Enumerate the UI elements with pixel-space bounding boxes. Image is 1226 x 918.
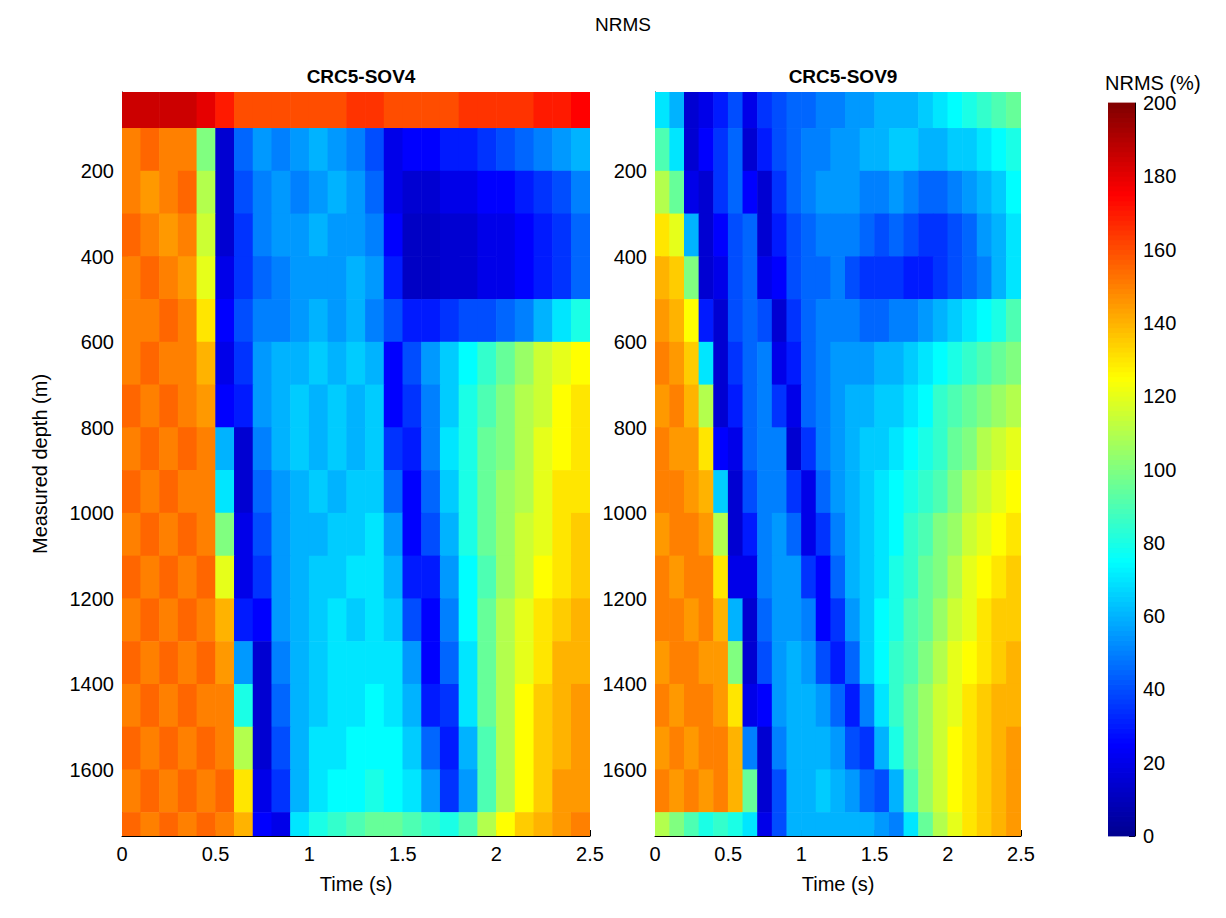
svg-text:1.5: 1.5 bbox=[861, 843, 889, 865]
svg-text:CRC5-SOV4: CRC5-SOV4 bbox=[307, 66, 416, 87]
svg-text:1600: 1600 bbox=[70, 759, 115, 781]
svg-text:1200: 1200 bbox=[603, 588, 648, 610]
svg-text:600: 600 bbox=[614, 331, 647, 353]
svg-text:1600: 1600 bbox=[603, 759, 648, 781]
svg-text:20: 20 bbox=[1143, 752, 1165, 774]
svg-text:2.5: 2.5 bbox=[576, 843, 604, 865]
svg-text:2: 2 bbox=[942, 843, 953, 865]
svg-text:180: 180 bbox=[1143, 165, 1176, 187]
svg-text:0: 0 bbox=[116, 843, 127, 865]
svg-text:800: 800 bbox=[614, 417, 647, 439]
svg-text:1200: 1200 bbox=[70, 588, 115, 610]
svg-text:CRC5-SOV9: CRC5-SOV9 bbox=[789, 66, 898, 87]
svg-text:0: 0 bbox=[1143, 825, 1154, 847]
svg-text:1: 1 bbox=[304, 843, 315, 865]
svg-text:0: 0 bbox=[649, 843, 660, 865]
svg-text:1000: 1000 bbox=[70, 502, 115, 524]
svg-text:160: 160 bbox=[1143, 239, 1176, 261]
svg-text:400: 400 bbox=[81, 246, 114, 268]
svg-text:Time (s): Time (s) bbox=[802, 873, 875, 895]
svg-text:NRMS (%): NRMS (%) bbox=[1105, 72, 1201, 94]
svg-text:Measured depth (m): Measured depth (m) bbox=[29, 374, 51, 554]
svg-text:80: 80 bbox=[1143, 532, 1165, 554]
svg-text:1.5: 1.5 bbox=[389, 843, 417, 865]
svg-text:NRMS: NRMS bbox=[595, 14, 651, 35]
svg-text:0.5: 0.5 bbox=[202, 843, 230, 865]
svg-text:0.5: 0.5 bbox=[714, 843, 742, 865]
svg-text:1400: 1400 bbox=[603, 673, 648, 695]
svg-text:400: 400 bbox=[614, 246, 647, 268]
svg-text:200: 200 bbox=[614, 160, 647, 182]
svg-text:120: 120 bbox=[1143, 385, 1176, 407]
svg-text:2.5: 2.5 bbox=[1007, 843, 1035, 865]
svg-text:200: 200 bbox=[81, 160, 114, 182]
svg-text:800: 800 bbox=[81, 417, 114, 439]
svg-text:600: 600 bbox=[81, 331, 114, 353]
svg-text:100: 100 bbox=[1143, 459, 1176, 481]
svg-text:1000: 1000 bbox=[603, 502, 648, 524]
svg-text:40: 40 bbox=[1143, 678, 1165, 700]
svg-text:140: 140 bbox=[1143, 312, 1176, 334]
svg-text:Time (s): Time (s) bbox=[320, 873, 393, 895]
svg-text:2: 2 bbox=[491, 843, 502, 865]
svg-text:1400: 1400 bbox=[70, 673, 115, 695]
svg-text:1: 1 bbox=[796, 843, 807, 865]
svg-text:60: 60 bbox=[1143, 605, 1165, 627]
svg-text:200: 200 bbox=[1143, 92, 1176, 114]
